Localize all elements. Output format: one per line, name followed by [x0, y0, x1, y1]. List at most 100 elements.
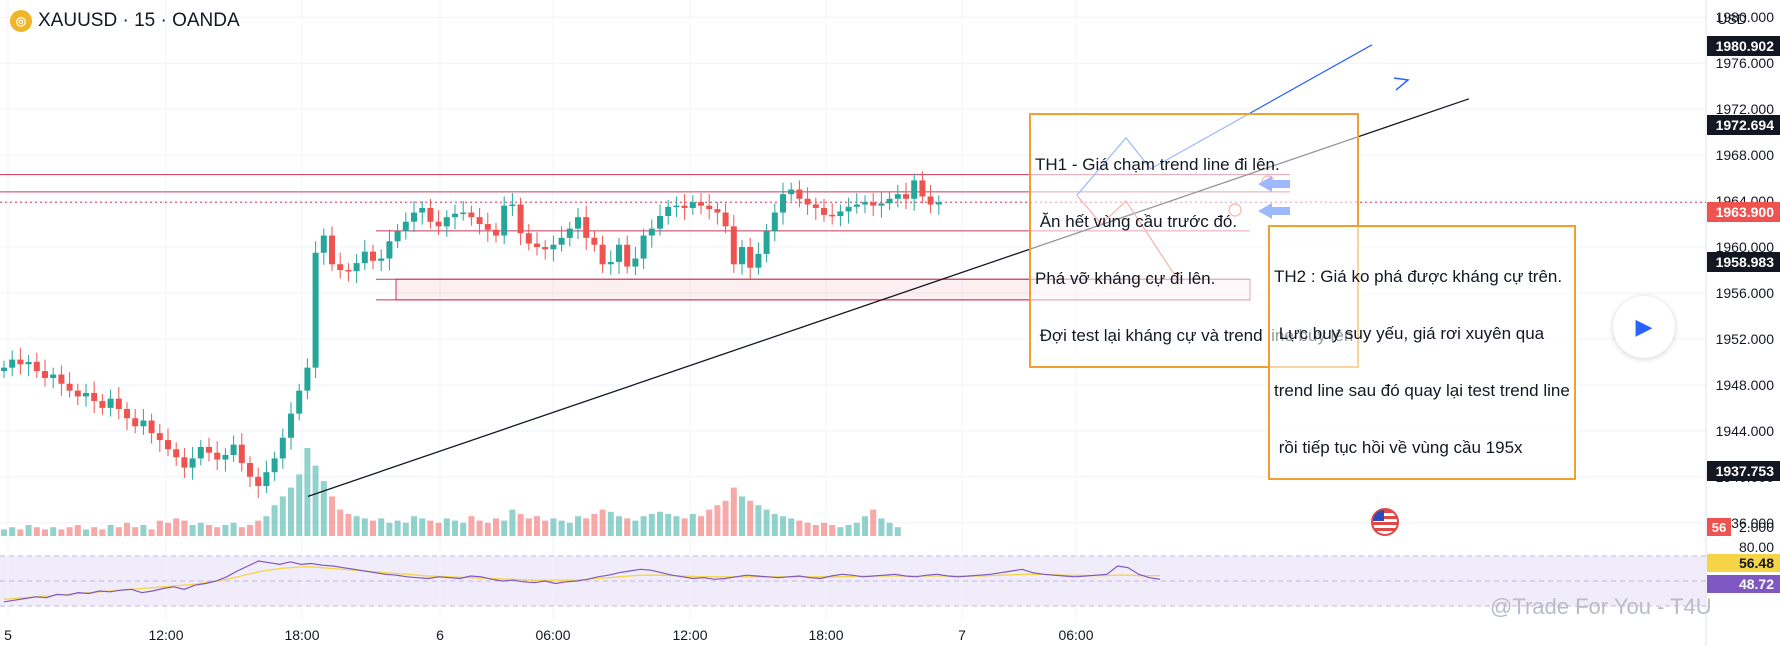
volume-bar — [632, 520, 639, 536]
candle-body — [591, 237, 598, 245]
candle-body — [83, 392, 89, 397]
candle-body — [722, 212, 729, 227]
candle-body — [132, 418, 139, 427]
candle-body — [468, 212, 475, 218]
volume-bar — [394, 520, 401, 536]
volume-bar — [345, 514, 352, 536]
candle-body — [58, 374, 65, 384]
candle-body — [878, 203, 885, 206]
volume-bar — [689, 514, 696, 536]
volume-bar — [788, 518, 795, 536]
volume-bar — [427, 520, 434, 536]
note-scenario-th2[interactable]: TH2 : Giá ko phá được kháng cự trên. Lực… — [1268, 225, 1576, 480]
candle-body — [427, 207, 434, 222]
volume-bar — [747, 500, 754, 536]
candle-body — [665, 206, 672, 216]
volume-bar — [411, 516, 417, 536]
us-flag-event-icon[interactable] — [1371, 508, 1399, 536]
candle-body — [771, 212, 778, 231]
rsi-ma-badge-bg — [1707, 554, 1780, 572]
candle-body — [632, 258, 639, 267]
candle-body — [845, 206, 852, 212]
candle-body — [140, 420, 147, 427]
price-badge-bg — [1707, 115, 1780, 135]
candle-body — [550, 244, 557, 250]
price-tick-label: 1952.000 — [1716, 331, 1775, 347]
candle-body — [599, 244, 606, 265]
candle-body — [1, 367, 7, 372]
candle-body — [197, 446, 204, 459]
volume-bar — [648, 514, 655, 536]
volume-bar — [452, 520, 458, 536]
volume-bar — [566, 522, 573, 536]
candle-body — [238, 444, 245, 464]
volume-bar — [17, 529, 24, 536]
symbol-header[interactable]: ◎ XAUUSD · 15 · OANDA — [10, 10, 240, 32]
price-tick-label: 1976.000 — [1716, 55, 1775, 71]
volume-bar — [230, 522, 237, 536]
rsi-badge-label: 48.72 — [1739, 576, 1774, 592]
volume-bar — [214, 527, 221, 536]
volume-bar — [722, 500, 729, 536]
volume-bar — [894, 527, 901, 536]
candle-body — [796, 189, 803, 199]
candle-body — [460, 212, 467, 215]
volume-bar — [821, 522, 827, 536]
volume-bar — [599, 509, 606, 536]
volume-bar — [443, 518, 450, 536]
volume-bar — [370, 520, 376, 536]
time-tick-label: 18:00 — [284, 627, 319, 643]
volume-bar — [763, 509, 770, 536]
candle-body — [17, 359, 24, 365]
price-badge-bg — [1707, 202, 1780, 222]
candle-body — [640, 235, 647, 259]
volume-bar — [862, 516, 868, 536]
rsi-band — [0, 556, 1706, 606]
volume-bar — [361, 518, 368, 536]
volume-bar — [796, 520, 803, 536]
volume-bar — [148, 529, 155, 536]
time-tick-label: 6 — [436, 627, 444, 643]
candle-body — [320, 235, 327, 253]
candle-body — [739, 247, 745, 265]
volume-bar — [730, 487, 737, 536]
volume-bar — [525, 518, 532, 536]
candle-body — [156, 433, 163, 441]
volume-bar — [878, 518, 885, 536]
volume-bar — [296, 474, 303, 536]
volume-bar — [698, 516, 704, 536]
candle-body — [607, 261, 614, 265]
volume-bar — [419, 518, 426, 536]
volume-bar — [99, 529, 106, 536]
volume-bar — [886, 522, 893, 536]
volume-bar — [320, 481, 327, 536]
candle-body — [804, 198, 811, 205]
candle-body — [74, 390, 81, 397]
candle-body — [870, 202, 877, 206]
candle-body — [542, 247, 549, 250]
volume-bar — [165, 522, 171, 536]
volume-bar — [50, 527, 57, 536]
candle-body — [648, 228, 655, 236]
candle-body — [903, 194, 909, 199]
watermark-text: @Trade For You - T4U — [1490, 594, 1712, 619]
volume-bar — [197, 522, 204, 536]
candle-body — [673, 205, 680, 208]
candle-body — [730, 226, 737, 265]
volume-bar — [435, 522, 442, 536]
volume-bar — [156, 520, 163, 536]
replay-play-button[interactable]: ▶ — [1613, 296, 1675, 358]
candle-body — [927, 196, 934, 205]
candle-body — [837, 211, 844, 216]
candle-body — [452, 213, 458, 218]
candle-body — [575, 217, 581, 229]
rsi-tick-label: 80.00 — [1739, 539, 1774, 555]
volume-bar — [279, 496, 286, 536]
volume-axis-label: 2.000 — [1739, 519, 1774, 535]
volume-bar — [263, 516, 270, 536]
volume-bar — [33, 527, 40, 536]
volume-bar — [124, 522, 130, 536]
volume-bar — [222, 525, 229, 536]
volume-bar — [255, 520, 262, 536]
volume-bar — [476, 520, 483, 536]
